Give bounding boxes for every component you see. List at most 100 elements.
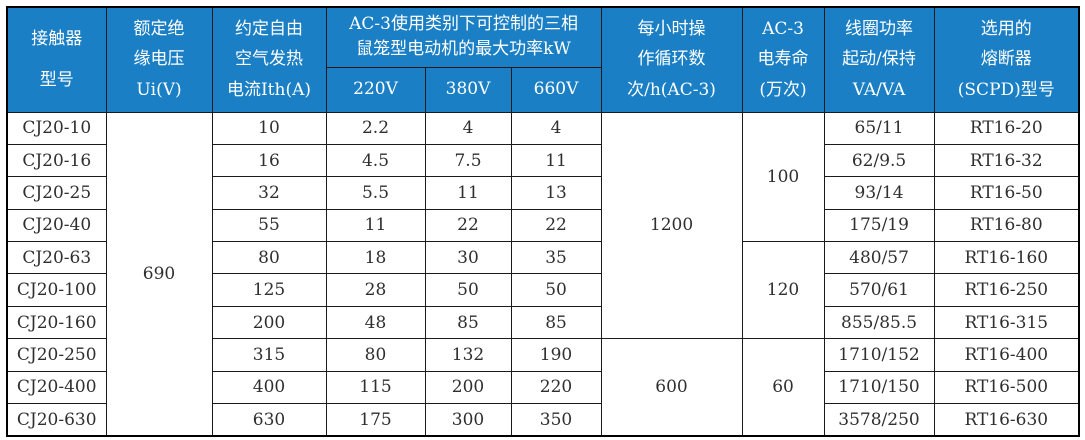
cell-cycles-600: 600 [600, 338, 743, 437]
cell-p660: 13 [510, 176, 602, 210]
cell-ith: 125 [211, 273, 327, 307]
cell-p660: 220 [510, 370, 602, 405]
table-row: CJ20-630 630 175 300 350 3578/250 RT16-6… [6, 403, 1080, 437]
header-380v: 380V [424, 66, 512, 113]
table-row: CJ20-100 125 28 50 50 570/61 RT16-250 [6, 273, 1080, 307]
cell-ith: 80 [211, 241, 327, 275]
cell-ith: 55 [211, 208, 327, 243]
cell-ith: 400 [211, 370, 327, 405]
cell-p660: 4 [510, 111, 602, 145]
cell-p380: 50 [424, 273, 512, 307]
cell-p380: 200 [424, 370, 512, 405]
cell-coil: 93/14 [823, 176, 935, 210]
header-contactor-model: 接触器 型号 [6, 6, 107, 113]
cell-fuse: RT16-160 [933, 241, 1080, 275]
cell-ui-voltage: 690 [105, 111, 213, 437]
cell-model: CJ20-160 [6, 305, 107, 340]
cell-ith: 630 [211, 403, 327, 437]
contactor-spec-table: 接触器 型号 额定绝 缘电压 Ui(V) 约定自由 空气发热 电流Ith(A) … [6, 6, 1081, 437]
cell-model: CJ20-25 [6, 176, 107, 210]
cell-coil: 480/57 [823, 241, 935, 275]
cell-fuse: RT16-500 [933, 370, 1080, 405]
header-insulation-voltage: 额定绝 缘电压 Ui(V) [105, 6, 213, 113]
cell-coil: 3578/250 [823, 403, 935, 437]
cell-p220: 48 [325, 305, 426, 340]
cell-p660: 22 [510, 208, 602, 243]
header-fuse-type: 选用的 熔断器 (SCPD)型号 [933, 6, 1080, 113]
cell-ith: 16 [211, 143, 327, 178]
cell-p660: 11 [510, 143, 602, 178]
table-row: CJ20-63 80 18 30 35 120 480/57 RT16-160 [6, 241, 1080, 340]
cell-model: CJ20-400 [6, 370, 107, 405]
cell-model: CJ20-100 [6, 273, 107, 307]
cell-p220: 4.5 [325, 143, 426, 178]
cell-p660: 85 [510, 305, 602, 340]
cell-coil: 65/11 [823, 111, 935, 145]
cell-p660: 35 [510, 241, 602, 275]
cell-fuse: RT16-20 [933, 111, 1080, 145]
cell-ith: 32 [211, 176, 327, 210]
cell-coil: 175/19 [823, 208, 935, 243]
cell-fuse: RT16-32 [933, 143, 1080, 178]
cell-fuse: RT16-50 [933, 176, 1080, 210]
cell-ith: 10 [211, 111, 327, 145]
header-electrical-life: AC-3 电寿命 (万次) [741, 6, 825, 113]
cell-ith: 315 [211, 338, 327, 372]
cell-p220: 175 [325, 403, 426, 437]
cell-p380: 4 [424, 111, 512, 145]
cell-p660: 190 [510, 338, 602, 372]
header-ac3-max-power: AC-3使用类别下可控制的三相 鼠笼型电动机的最大功率kW [325, 6, 602, 68]
cell-p220: 115 [325, 370, 426, 405]
table-row: CJ20-10 690 10 2.2 4 4 1200 100 65/11 RT… [6, 111, 1080, 437]
cell-coil: 570/61 [823, 273, 935, 307]
cell-life-60: 60 [741, 338, 825, 437]
cell-p660: 50 [510, 273, 602, 307]
header-coil-power: 线圈功率 起动/保持 VA/VA [823, 6, 935, 113]
cell-p380: 132 [424, 338, 512, 372]
cell-fuse: RT16-400 [933, 338, 1080, 372]
cell-life-120: 120 [741, 241, 825, 340]
header-thermal-current: 约定自由 空气发热 电流Ith(A) [211, 6, 327, 113]
cell-life-100: 100 [741, 111, 825, 243]
cell-p380: 30 [424, 241, 512, 275]
cell-p220: 11 [325, 208, 426, 243]
cell-p380: 11 [424, 176, 512, 210]
cell-coil: 1710/150 [823, 370, 935, 405]
cell-fuse: RT16-250 [933, 273, 1080, 307]
cell-model: CJ20-250 [6, 338, 107, 372]
cell-p380: 7.5 [424, 143, 512, 178]
cell-coil: 855/85.5 [823, 305, 935, 340]
table-row: CJ20-250 315 80 132 190 600 60 1710/152 … [6, 338, 1080, 437]
cell-cycles-1200: 1200 [600, 111, 743, 340]
table-header: 接触器 型号 额定绝 缘电压 Ui(V) 约定自由 空气发热 电流Ith(A) … [6, 6, 1080, 113]
header-220v: 220V [325, 66, 426, 113]
cell-model: CJ20-40 [6, 208, 107, 243]
cell-model: CJ20-63 [6, 241, 107, 275]
cell-p220: 80 [325, 338, 426, 372]
cell-p660: 350 [510, 403, 602, 437]
cell-p380: 300 [424, 403, 512, 437]
cell-p220: 28 [325, 273, 426, 307]
header-cycles-per-hour: 每小时操 作循环数 次/h(AC-3) [600, 6, 743, 113]
cell-fuse: RT16-315 [933, 305, 1080, 340]
cell-fuse: RT16-630 [933, 403, 1080, 437]
cell-p220: 5.5 [325, 176, 426, 210]
header-660v: 660V [510, 66, 602, 113]
cell-p220: 2.2 [325, 111, 426, 145]
cell-ith: 200 [211, 305, 327, 340]
cell-p380: 85 [424, 305, 512, 340]
cell-model: CJ20-10 [6, 111, 107, 145]
cell-coil: 1710/152 [823, 338, 935, 372]
cell-model: CJ20-630 [6, 403, 107, 437]
cell-model: CJ20-16 [6, 143, 107, 178]
cell-fuse: RT16-80 [933, 208, 1080, 243]
cell-p380: 22 [424, 208, 512, 243]
cell-p220: 18 [325, 241, 426, 275]
table-row: CJ20-40 55 11 22 22 175/19 RT16-80 [6, 208, 1080, 243]
table-body: CJ20-10 690 10 2.2 4 4 1200 100 65/11 RT… [6, 111, 1080, 437]
cell-coil: 62/9.5 [823, 143, 935, 178]
table-row: CJ20-400 400 115 200 220 1710/150 RT16-5… [6, 370, 1080, 405]
table-row: CJ20-16 16 4.5 7.5 11 62/9.5 RT16-32 [6, 143, 1080, 178]
table-row: CJ20-25 32 5.5 11 13 93/14 RT16-50 [6, 176, 1080, 210]
